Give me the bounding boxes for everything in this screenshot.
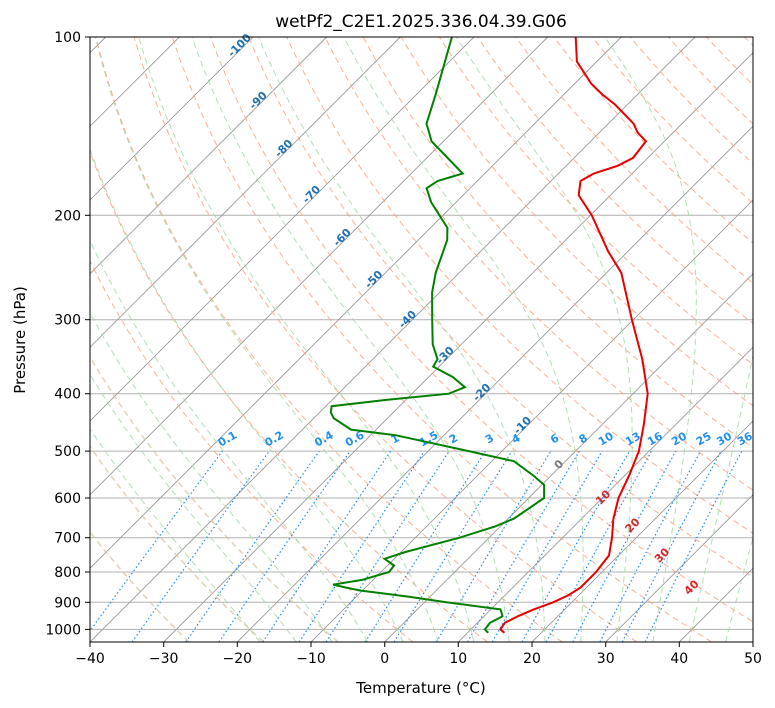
- x-tick-label: −40: [75, 651, 105, 667]
- dry-adiabat-line: [362, 37, 753, 449]
- moist-adiabat-line: [90, 427, 261, 642]
- x-axis: −40 −30 −20 −10 0 10 20 30 40 50: [75, 642, 762, 667]
- temperature-profile-line: [499, 37, 649, 634]
- chart-title: wetPf2_C2E1.2025.336.04.39.G06: [275, 12, 567, 32]
- mixing-ratio-line: [393, 450, 513, 642]
- x-tick-label: 10: [449, 651, 467, 667]
- moist-adiabat-line: [725, 535, 753, 642]
- y-tick-label: 200: [54, 208, 81, 224]
- mixing-ratio-line: [572, 450, 677, 642]
- moist-adiabat-line: [90, 311, 333, 642]
- moist-adiabat-line: [191, 37, 510, 642]
- dry-adiabat-line: [210, 37, 753, 623]
- isotherm-line: [605, 494, 753, 642]
- isotherm-line: [163, 52, 753, 642]
- isotherm-line: [90, 37, 254, 201]
- dry-adiabat-line: [477, 37, 753, 325]
- y-tick-label: 1000: [45, 622, 81, 638]
- y-tick-label: 800: [54, 565, 81, 581]
- background-lines: [90, 37, 753, 642]
- moist-adiabat-line: [688, 353, 753, 642]
- isotherm-line: [90, 37, 549, 496]
- isotherm-line: [90, 37, 696, 642]
- moist-adiabat-line: [604, 37, 697, 642]
- plot-frame: [89, 36, 754, 643]
- x-tick-label: 40: [670, 651, 688, 667]
- moist-adiabat-line: [90, 373, 297, 642]
- mixing-ratio-line: [90, 450, 223, 632]
- isotherm-line: [90, 37, 328, 275]
- y-axis-label: Pressure (hPa): [11, 286, 29, 394]
- mixing-ratio-line: [466, 450, 580, 642]
- moist-adiabat-line: [257, 37, 546, 642]
- dry-adiabat-line: [324, 37, 753, 491]
- dry-adiabat-line: [95, 37, 563, 642]
- y-axis: 1000 900 800 700 600 500 400 300 200 100: [45, 30, 90, 638]
- isotherm-line: [531, 420, 753, 642]
- isotherm-line: [236, 125, 753, 642]
- x-tick-label: −20: [223, 651, 253, 667]
- mixing-ratio-line: [218, 450, 351, 642]
- moist-adiabat-line: [138, 37, 475, 642]
- y-tick-label: 900: [54, 595, 81, 611]
- isotherm-line: [90, 37, 475, 422]
- isotherm-line: [384, 273, 753, 642]
- isotherm-line: [90, 37, 401, 348]
- x-tick-label: 20: [523, 651, 541, 667]
- dry-adiabat-line: [515, 37, 753, 284]
- mixing-ratio-line: [435, 450, 552, 642]
- mixing-ratio-line: [545, 450, 653, 642]
- y-tick-label: 400: [54, 387, 81, 403]
- mixing-ratio-line: [325, 450, 450, 642]
- dry-adiabat-line: [629, 37, 753, 165]
- mixing-ratio-line: [131, 450, 270, 642]
- dewpoint-profile-line: [329, 37, 546, 634]
- x-tick-label: 0: [380, 651, 389, 667]
- dry-adiabat-line: [248, 37, 753, 578]
- mixing-ratio-line: [521, 450, 631, 642]
- sounding-profiles: [329, 37, 649, 634]
- dry-adiabat-line: [171, 37, 712, 642]
- dry-adiabat-line: [400, 37, 753, 407]
- x-tick-label: −10: [296, 651, 326, 667]
- y-tick-label: 700: [54, 531, 81, 547]
- x-tick-label: 50: [744, 651, 762, 667]
- x-tick-label: −30: [149, 651, 179, 667]
- mixing-ratio-line: [185, 450, 320, 642]
- isotherm-line: [457, 346, 753, 642]
- plot-background: [90, 37, 753, 642]
- dry-adiabat-line: [90, 445, 265, 642]
- dry-adiabat-line: [133, 37, 638, 642]
- moist-adiabat-line: [94, 37, 439, 642]
- x-tick-label: 30: [597, 651, 615, 667]
- moist-adiabat-line: [90, 239, 369, 642]
- y-tick-label: 600: [54, 491, 81, 507]
- moist-adiabat-line: [343, 37, 584, 642]
- mixing-ratio-line: [491, 450, 603, 642]
- isotherm-line: [90, 37, 622, 569]
- y-tick-label: 500: [54, 444, 81, 460]
- x-axis-label: Temperature (°C): [355, 679, 485, 697]
- dry-adiabat-line: [591, 37, 753, 204]
- y-tick-label: 300: [54, 313, 81, 329]
- moist-adiabat-line: [90, 147, 404, 642]
- y-tick-label: 100: [54, 30, 81, 46]
